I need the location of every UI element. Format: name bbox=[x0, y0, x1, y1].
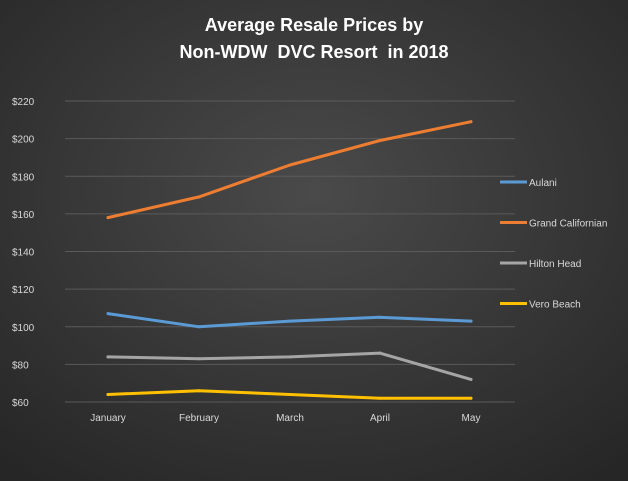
data-point bbox=[469, 377, 473, 381]
x-tick-label: January bbox=[90, 413, 126, 424]
x-tick-label: March bbox=[276, 413, 304, 424]
data-point bbox=[106, 312, 110, 316]
y-tick-label: $180 bbox=[12, 172, 35, 183]
data-point bbox=[106, 392, 110, 396]
data-point bbox=[106, 355, 110, 359]
data-point bbox=[378, 396, 382, 400]
data-point bbox=[469, 120, 473, 124]
chart-title-line-1: Average Resale Prices by bbox=[205, 15, 423, 35]
data-point bbox=[197, 195, 201, 199]
data-point bbox=[288, 163, 292, 167]
data-point bbox=[197, 357, 201, 361]
data-point bbox=[288, 392, 292, 396]
legend-label: Hilton Head bbox=[529, 259, 581, 270]
data-point bbox=[197, 325, 201, 329]
chart-title-line-2: Non-WDW DVC Resort in 2018 bbox=[179, 42, 448, 62]
y-tick-label: $140 bbox=[12, 248, 35, 259]
data-point bbox=[469, 319, 473, 323]
data-point bbox=[378, 351, 382, 355]
data-point bbox=[378, 139, 382, 143]
legend-item: Grand Californian bbox=[500, 219, 607, 230]
x-tick-label: February bbox=[179, 413, 219, 424]
legend-item: Aulani bbox=[500, 178, 557, 189]
x-tick-label: May bbox=[462, 413, 481, 424]
data-point bbox=[288, 319, 292, 323]
legend-label: Grand Californian bbox=[529, 219, 607, 230]
legend-item: Hilton Head bbox=[500, 259, 581, 270]
y-tick-label: $200 bbox=[12, 135, 35, 146]
legend-label: Vero Beach bbox=[529, 300, 581, 311]
legend-item: Vero Beach bbox=[500, 300, 581, 311]
y-tick-label: $120 bbox=[12, 285, 35, 296]
data-point bbox=[469, 396, 473, 400]
y-tick-label: $100 bbox=[12, 323, 35, 334]
data-point bbox=[106, 216, 110, 220]
y-tick-label: $60 bbox=[12, 398, 29, 409]
x-tick-label: April bbox=[370, 413, 390, 424]
data-point bbox=[197, 389, 201, 393]
legend-label: Aulani bbox=[529, 178, 557, 189]
data-point bbox=[378, 315, 382, 319]
data-point bbox=[288, 355, 292, 359]
y-tick-label: $220 bbox=[12, 97, 35, 108]
y-tick-label: $160 bbox=[12, 210, 35, 221]
y-tick-label: $80 bbox=[12, 360, 29, 371]
